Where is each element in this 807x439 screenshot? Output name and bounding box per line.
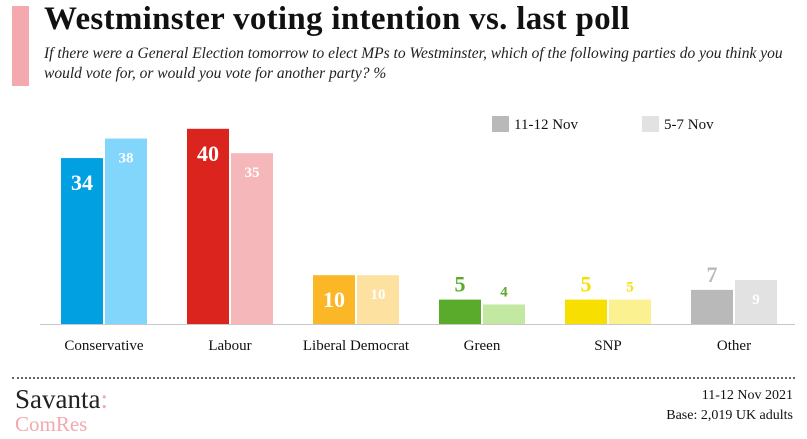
data-label-green-previous: 4 [500,284,508,300]
fieldwork-date: 11-12 Nov 2021 [701,388,793,403]
category-label-conservative: Conservative [64,338,143,354]
comres-logo: ComRes [15,412,88,436]
legend-label-current: 11-12 Nov [514,117,579,133]
legend-swatch-current [492,116,509,132]
bar-snp-previous [609,299,651,324]
category-label-other: Other [717,338,751,354]
chart-subtitle: If there were a General Election tomorro… [44,45,783,82]
data-label-liberal-democrat-previous: 10 [371,287,386,303]
bar-conservative-current [61,158,103,324]
bar-liberal-democrat-previous [357,275,399,324]
bar-labour-previous [231,153,273,324]
category-label-labour: Labour [208,338,251,354]
bar-other-previous [735,280,777,324]
bar-green-previous [483,304,525,324]
footer-divider [12,377,795,379]
logo-text-savanta: Savanta [15,384,101,414]
data-label-conservative-previous: 38 [119,151,134,167]
bar-other-current [691,289,733,324]
bar-green-current [439,299,481,324]
legend-label-previous: 5-7 Nov [664,117,714,133]
category-label-green: Green [464,338,501,354]
data-label-labour-previous: 35 [245,165,260,181]
data-label-snp-previous: 5 [626,280,634,296]
bar-liberal-democrat-current [313,275,355,324]
legend-swatch-previous [642,116,659,132]
savanta-logo: Savanta: [15,384,108,415]
bar-labour-current [187,128,229,324]
data-label-other-previous: 9 [752,292,760,308]
category-label-liberal-democrat: Liberal Democrat [303,338,410,354]
data-label-snp-current: 5 [581,272,592,297]
logo-colon: : [100,384,108,414]
data-label-conservative-current: 34 [71,170,93,195]
bar-snp-current [565,299,607,324]
data-label-liberal-democrat-current: 10 [323,287,345,312]
title-accent-bar [12,6,29,86]
category-label-snp: SNP [594,338,622,354]
bar-conservative-previous [105,138,147,324]
sample-base: Base: 2,019 UK adults [666,408,793,423]
data-label-labour-current: 40 [197,141,219,166]
data-label-green-current: 5 [455,272,466,297]
data-label-other-current: 7 [707,262,718,287]
chart-title: Westminster voting intention vs. last po… [44,1,630,37]
